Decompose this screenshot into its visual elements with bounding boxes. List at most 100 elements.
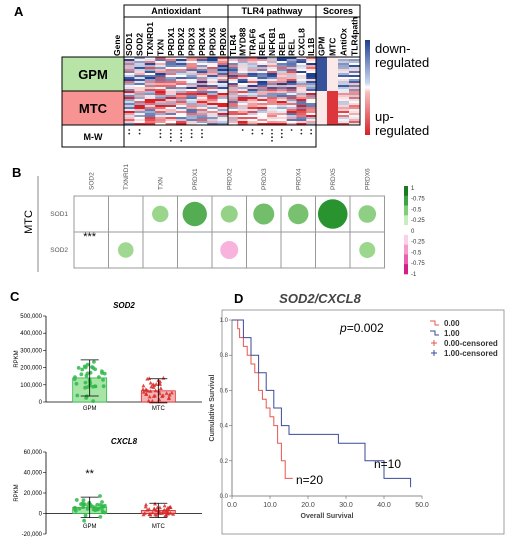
heatmap-cell xyxy=(217,111,229,114)
heatmap-cell xyxy=(247,113,258,116)
heatmap-cell xyxy=(124,121,135,124)
heatmap-cell xyxy=(237,77,248,80)
heatmap-cell xyxy=(176,113,187,116)
heatmap-cell xyxy=(196,67,208,70)
heatmap-cell xyxy=(327,61,339,64)
heatmap-cell xyxy=(176,97,187,100)
heatmap-cell xyxy=(176,89,187,92)
heatmap-cell xyxy=(165,99,177,102)
heatmap-cell xyxy=(267,59,278,62)
heatmap-cell xyxy=(306,91,317,94)
heatmap-cell xyxy=(276,75,287,78)
heatmap-cell xyxy=(134,107,146,110)
heatmap-cell xyxy=(257,85,268,88)
heatmap-cell xyxy=(338,95,350,98)
heatmap-cell xyxy=(237,123,248,126)
heatmap-cell xyxy=(267,83,278,86)
heatmap-cell xyxy=(237,91,248,94)
panel-b-side-label: MTC xyxy=(23,210,35,234)
heatmap-cell xyxy=(267,65,278,68)
heatmap-cell xyxy=(134,79,146,82)
heatmap-cell xyxy=(327,123,339,126)
legend-up-label-1: up- xyxy=(375,109,394,124)
heatmap-cell xyxy=(217,91,229,94)
sod2-ytick-label: 100,000 xyxy=(20,383,42,389)
heatmap-cell xyxy=(349,105,361,108)
heatmap-cell xyxy=(286,119,297,122)
mw-star-dot xyxy=(280,129,283,131)
heatmap-cell xyxy=(144,117,156,120)
heatmap-cell xyxy=(144,79,156,82)
heatmap-cell xyxy=(296,123,307,126)
heatmap-cell xyxy=(176,109,187,112)
heatmap-cell xyxy=(296,95,307,98)
heatmap-cell xyxy=(144,61,156,64)
heatmap-cell xyxy=(349,103,361,106)
heatmap-cell xyxy=(144,75,156,78)
sod2-point xyxy=(96,375,101,379)
heatmap-cell xyxy=(207,123,218,126)
heatmap-cell xyxy=(124,93,135,96)
cxcl8-point xyxy=(162,503,167,508)
heatmap-cell xyxy=(176,87,187,90)
heatmap-cell xyxy=(349,59,361,62)
heatmap-cell xyxy=(237,117,248,120)
heatmap-cell xyxy=(186,101,198,104)
heatmap-cell xyxy=(338,123,350,126)
heatmap-cell xyxy=(349,57,361,60)
cxcl8-point xyxy=(92,505,97,510)
heatmap-cell xyxy=(267,67,278,70)
heatmap-cell xyxy=(316,91,328,94)
km-ytick-label: 0.6 xyxy=(220,388,229,394)
heatmap-cell xyxy=(237,119,248,122)
heatmap-cell xyxy=(196,79,208,82)
heatmap-cell xyxy=(196,103,208,106)
sod2-point xyxy=(102,371,107,376)
heatmap-cell xyxy=(267,63,278,66)
heatmap-cell xyxy=(276,103,287,106)
heatmap-cell xyxy=(316,69,328,72)
panel-b-letter: B xyxy=(12,165,21,180)
heatmap-cell xyxy=(338,115,350,118)
heatmap-cell xyxy=(276,87,287,90)
sod2-ytick-label: 400,000 xyxy=(20,331,42,337)
heatmap-cell xyxy=(124,103,135,106)
heatmap-cell xyxy=(134,65,146,68)
heatmap-cell xyxy=(196,85,208,88)
cxcl8-point xyxy=(156,509,161,514)
mw-star-dot xyxy=(169,132,172,135)
heatmap-cell xyxy=(228,71,239,74)
heatmap-cell xyxy=(237,63,248,66)
heatmap-cell xyxy=(144,59,156,62)
heatmap-cell xyxy=(306,75,317,78)
heatmap-cell xyxy=(155,85,166,88)
antioxidant-gene-label-prdx1: PRDX1 xyxy=(166,27,176,56)
km-ytick-label: 0.4 xyxy=(220,424,229,430)
mw-star-dot xyxy=(180,139,183,142)
heatmap-cell xyxy=(286,69,297,72)
sod2-point xyxy=(146,398,151,403)
heatmap-cell xyxy=(186,77,198,80)
heatmap-cell xyxy=(257,99,268,102)
heatmap-cell xyxy=(327,117,339,120)
sod2-point xyxy=(141,383,146,388)
heatmap-cell xyxy=(176,85,187,88)
heatmap-cell xyxy=(186,119,198,122)
antioxidant-gene-label-prdx5: PRDX5 xyxy=(207,27,217,56)
heatmap-cell xyxy=(296,85,307,88)
sod2-point xyxy=(148,380,153,385)
corr-circle xyxy=(220,205,238,223)
heatmap-cell xyxy=(296,79,307,82)
heatmap-cell xyxy=(186,71,198,74)
heatmap-cell xyxy=(165,81,177,84)
heatmap-cell xyxy=(228,75,239,78)
sod2-point xyxy=(90,365,94,369)
heatmap-cell xyxy=(247,61,258,64)
heatmap-cell xyxy=(296,117,307,120)
heatmap-cell xyxy=(186,91,198,94)
heatmap-cell xyxy=(327,69,339,72)
colorbar-swatch xyxy=(404,234,408,245)
heatmap-cell xyxy=(286,79,297,82)
heatmap-cell xyxy=(196,95,208,98)
heatmap-cell xyxy=(134,115,146,118)
